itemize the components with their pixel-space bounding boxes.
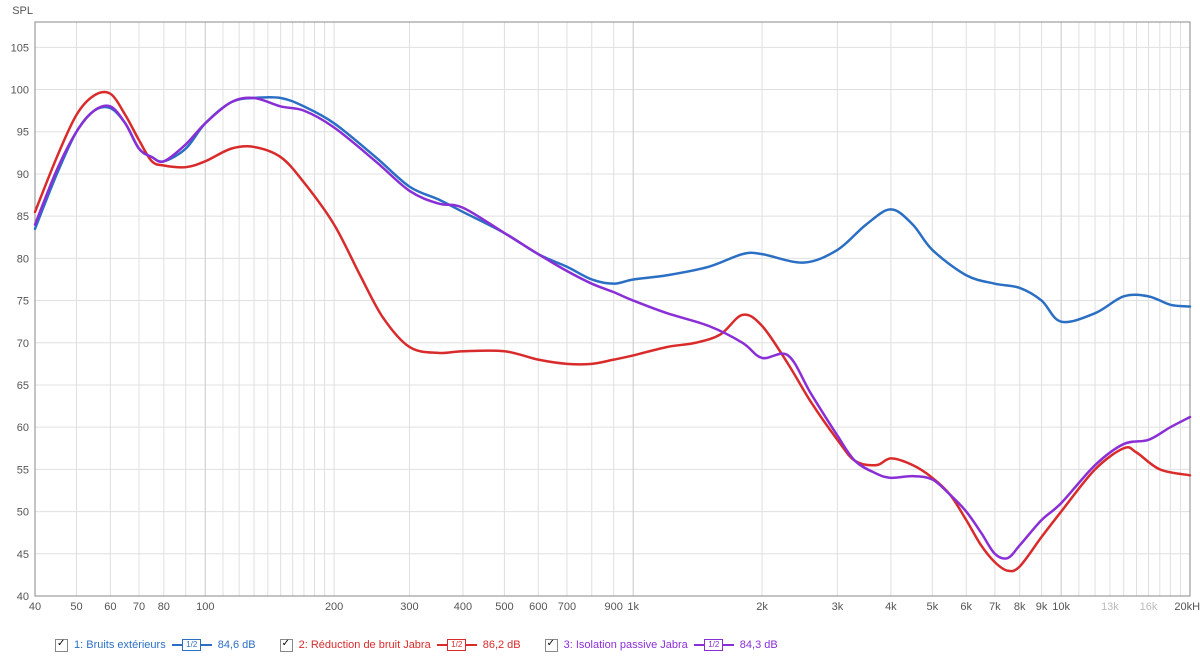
svg-text:40: 40 bbox=[29, 601, 41, 613]
svg-text:75: 75 bbox=[17, 296, 29, 308]
svg-text:8k: 8k bbox=[1014, 601, 1026, 613]
svg-text:4k: 4k bbox=[885, 601, 897, 613]
svg-text:7k: 7k bbox=[989, 601, 1001, 613]
legend-item-s3[interactable]: 3: Isolation passive Jabra 1/2 84,3 dB bbox=[545, 638, 778, 652]
svg-text:16k: 16k bbox=[1140, 601, 1158, 613]
legend-item-s2[interactable]: 2: Réduction de bruit Jabra 1/2 86,2 dB bbox=[280, 638, 521, 652]
svg-text:6k: 6k bbox=[960, 601, 972, 613]
legend-name-s2: 2: Réduction de bruit Jabra bbox=[299, 639, 431, 651]
legend-value-s2: 86,2 dB bbox=[483, 639, 521, 651]
svg-text:3k: 3k bbox=[832, 601, 844, 613]
svg-text:65: 65 bbox=[17, 380, 29, 392]
svg-text:105: 105 bbox=[11, 42, 29, 54]
svg-text:70: 70 bbox=[17, 338, 29, 350]
svg-text:400: 400 bbox=[454, 601, 472, 613]
chart-svg: 40 45 50 55 60 65 70 75 80 85 90 95 100 105 40 50 60 70 80… bbox=[0, 0, 1200, 656]
svg-text:80: 80 bbox=[158, 601, 170, 613]
svg-text:90: 90 bbox=[17, 169, 29, 181]
legend-swatch-s2: 1/2 bbox=[437, 638, 477, 652]
svg-text:95: 95 bbox=[17, 127, 29, 139]
svg-text:13k: 13k bbox=[1101, 601, 1119, 613]
legend-item-s1[interactable]: 1: Bruits extérieurs 1/2 84,6 dB bbox=[55, 638, 256, 652]
legend-swatch-s3: 1/2 bbox=[694, 638, 734, 652]
svg-text:55: 55 bbox=[17, 464, 29, 476]
svg-text:20kHz: 20kHz bbox=[1174, 601, 1200, 613]
svg-text:1k: 1k bbox=[627, 601, 639, 613]
svg-text:500: 500 bbox=[495, 601, 513, 613]
legend-value-s3: 84,3 dB bbox=[740, 639, 778, 651]
svg-text:100: 100 bbox=[196, 601, 214, 613]
svg-text:700: 700 bbox=[558, 601, 576, 613]
legend: 1: Bruits extérieurs 1/2 84,6 dB 2: Réducti… bbox=[55, 638, 796, 652]
svg-text:SPL: SPL bbox=[12, 5, 33, 17]
svg-text:40: 40 bbox=[17, 591, 29, 603]
svg-text:2k: 2k bbox=[756, 601, 768, 613]
svg-text:200: 200 bbox=[325, 601, 343, 613]
legend-name-s1: 1: Bruits extérieurs bbox=[74, 639, 166, 651]
svg-text:5k: 5k bbox=[927, 601, 939, 613]
svg-text:600: 600 bbox=[529, 601, 547, 613]
legend-checkbox-s1[interactable] bbox=[55, 639, 68, 652]
spl-frequency-chart: 40 45 50 55 60 65 70 75 80 85 90 95 100 105 40 50 60 70 80… bbox=[0, 0, 1200, 656]
svg-text:80: 80 bbox=[17, 253, 29, 265]
svg-text:60: 60 bbox=[104, 601, 116, 613]
legend-name-s3: 3: Isolation passive Jabra bbox=[564, 639, 688, 651]
svg-text:60: 60 bbox=[17, 422, 29, 434]
svg-text:85: 85 bbox=[17, 211, 29, 223]
legend-checkbox-s3[interactable] bbox=[545, 639, 558, 652]
svg-text:70: 70 bbox=[133, 601, 145, 613]
legend-checkbox-s2[interactable] bbox=[280, 639, 293, 652]
legend-value-s1: 84,6 dB bbox=[218, 639, 256, 651]
svg-text:9k: 9k bbox=[1036, 601, 1048, 613]
svg-text:50: 50 bbox=[17, 507, 29, 519]
svg-text:300: 300 bbox=[400, 601, 418, 613]
svg-text:900: 900 bbox=[604, 601, 622, 613]
legend-swatch-s1: 1/2 bbox=[172, 638, 212, 652]
svg-text:45: 45 bbox=[17, 549, 29, 561]
svg-text:10k: 10k bbox=[1052, 601, 1070, 613]
svg-text:100: 100 bbox=[11, 85, 29, 97]
svg-text:50: 50 bbox=[70, 601, 82, 613]
